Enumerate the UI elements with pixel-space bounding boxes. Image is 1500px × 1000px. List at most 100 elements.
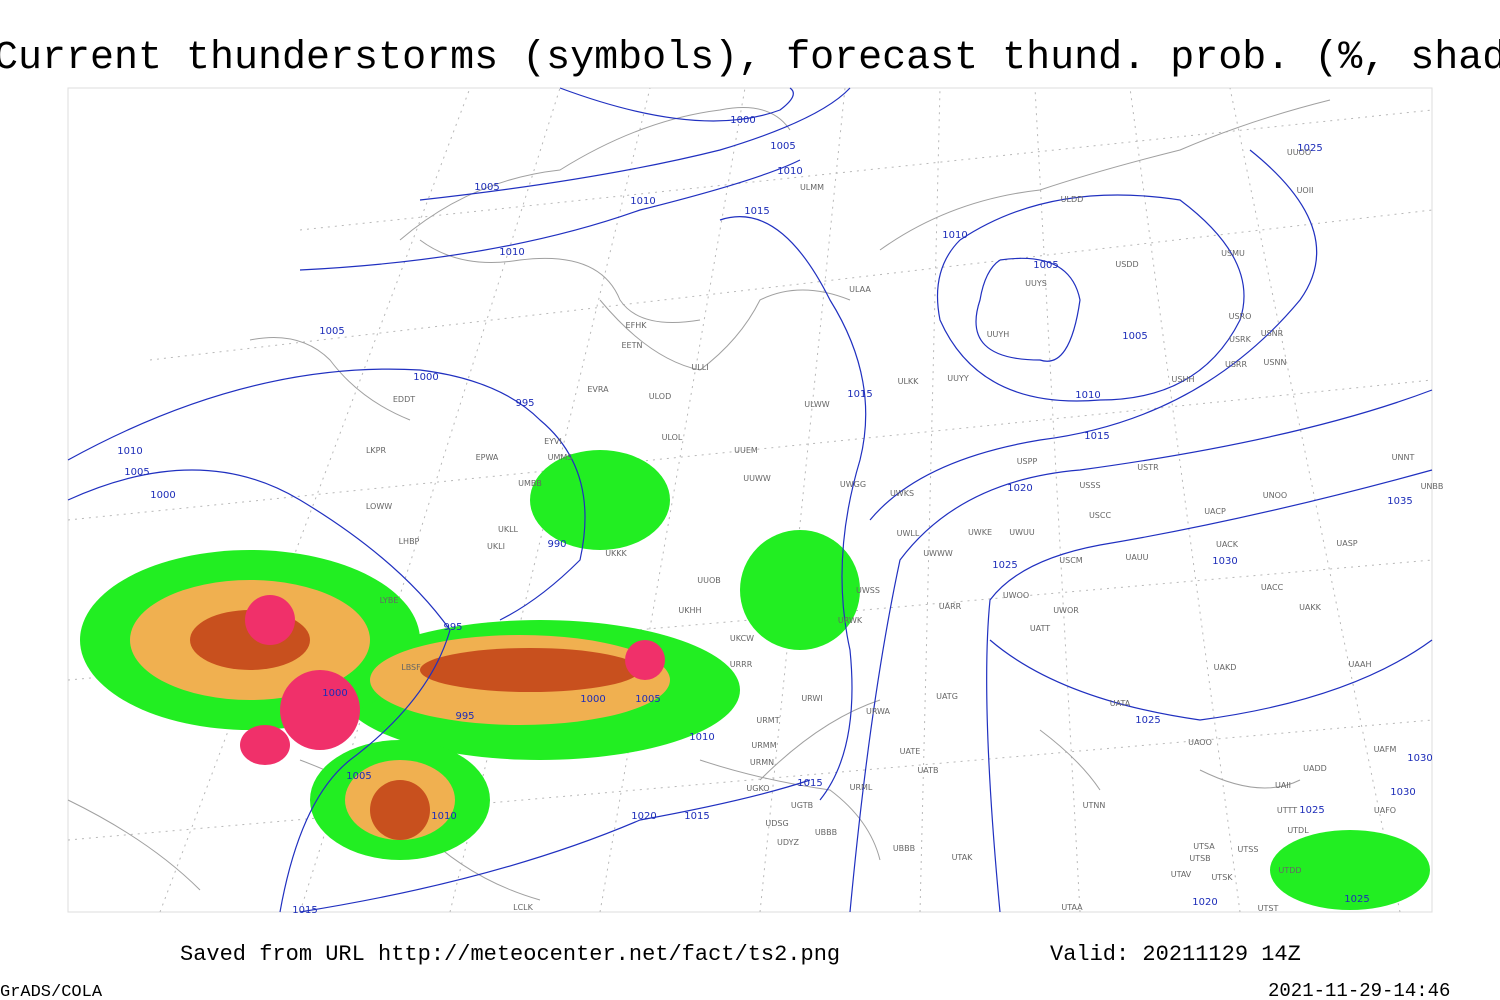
isobar-label: 1010 — [942, 230, 967, 241]
station-label: UDSG — [765, 819, 788, 828]
station-label: LOWW — [366, 502, 392, 511]
isobar-label: 1010 — [689, 732, 714, 743]
station-label: UTSK — [1211, 873, 1233, 882]
station-label: UGKO — [746, 784, 769, 793]
graticule-lines — [67, 87, 1433, 913]
isobar-label: 1005 — [1033, 260, 1058, 271]
station-label: USHH — [1172, 375, 1195, 384]
station-label: UBBB — [893, 844, 915, 853]
isobar-label: 995 — [515, 398, 534, 409]
station-label: UTNN — [1083, 801, 1106, 810]
prob-shade-low — [530, 450, 670, 550]
station-label: USSS — [1079, 481, 1100, 490]
isobar-label: 1020 — [1007, 483, 1032, 494]
station-label: LHBP — [399, 537, 420, 546]
isobar-label: 1005 — [124, 467, 149, 478]
station-label: USRO — [1229, 312, 1252, 321]
station-label: UATG — [936, 692, 958, 701]
isobar-label: 1025 — [1299, 805, 1324, 816]
station-label: UAKD — [1214, 663, 1237, 672]
station-label: URRR — [730, 660, 753, 669]
isobar-label: 1010 — [1075, 390, 1100, 401]
isobar-label: 1005 — [474, 182, 499, 193]
station-label: ULOL — [662, 433, 683, 442]
station-label: UTDD — [1278, 866, 1301, 875]
storm-symbols — [240, 725, 290, 765]
station-label: UWKE — [968, 528, 992, 537]
station-label: URWA — [866, 707, 891, 716]
station-label: UUYH — [987, 330, 1010, 339]
station-label: ULAA — [849, 285, 871, 294]
isobar-label: 1035 — [1387, 496, 1412, 507]
station-label: USRR — [1225, 360, 1247, 369]
isobar-label: 1030 — [1390, 787, 1415, 798]
isobar — [936, 194, 1245, 402]
isobar-label: 1025 — [1135, 715, 1160, 726]
station-label: LKPR — [366, 446, 387, 455]
isobar-label: 1010 — [630, 196, 655, 207]
station-label: UNBB — [1421, 482, 1444, 491]
station-label: EETN — [622, 341, 643, 350]
isobar-label: 995 — [443, 622, 462, 633]
station-label: UKLI — [487, 542, 505, 551]
station-label: UWSS — [856, 586, 880, 595]
station-label: USPP — [1017, 457, 1038, 466]
station-label: UTTT — [1277, 806, 1297, 815]
station-label: URMN — [750, 758, 774, 767]
isobar — [299, 159, 801, 271]
station-label: USMU — [1221, 249, 1245, 258]
isobar-label: 1005 — [319, 326, 344, 337]
isobar — [67, 469, 451, 913]
map-title: Current thunderstorms (symbols), forecas… — [0, 36, 1500, 81]
station-label: ULMM — [800, 183, 824, 192]
isobar — [986, 469, 1433, 913]
station-label: UMMS — [548, 453, 573, 462]
isobar-label: 1020 — [631, 811, 656, 822]
isobar — [299, 779, 811, 913]
station-label: UTAA — [1061, 903, 1083, 912]
isobars — [67, 87, 1433, 913]
isobar-label: 1015 — [292, 905, 317, 916]
station-label: URMM — [751, 741, 776, 750]
station-label: EDDT — [393, 395, 415, 404]
station-label: UTSS — [1238, 845, 1259, 854]
station-label: UKLL — [498, 525, 519, 534]
isobar-label: 1030 — [1407, 753, 1432, 764]
station-label: UBBB — [815, 828, 837, 837]
footer-source: Saved from URL http://meteocenter.net/fa… — [180, 942, 840, 967]
station-label: UUWW — [743, 474, 771, 483]
isobar — [419, 87, 851, 201]
station-label: ULWW — [804, 400, 829, 409]
station-label: LCLK — [513, 903, 534, 912]
station-label: ULLI — [691, 363, 708, 372]
station-label: EPWA — [476, 453, 499, 462]
isobar-label: 995 — [455, 711, 474, 722]
station-label: USCC — [1089, 511, 1112, 520]
station-label: UWWW — [923, 549, 953, 558]
isobar-label: 1000 — [322, 688, 347, 699]
station-label: UATT — [1030, 624, 1050, 633]
station-label: UKCW — [730, 634, 754, 643]
isobar-label: 1000 — [730, 115, 755, 126]
isobar-label: 1000 — [580, 694, 605, 705]
station-label: ULOD — [649, 392, 671, 401]
station-label: UACK — [1216, 540, 1239, 549]
footer-valid: Valid: 20211129 14Z — [1050, 942, 1301, 967]
station-label: UATB — [917, 766, 938, 775]
isobar-label: 1015 — [797, 778, 822, 789]
station-label: USRK — [1229, 335, 1251, 344]
isobar-label: 1010 — [431, 811, 456, 822]
station-label: EFHK — [626, 321, 648, 330]
isobar — [975, 257, 1081, 362]
station-label: UUOB — [697, 576, 721, 585]
prob-shade-high — [370, 780, 430, 840]
station-label: UMBB — [518, 479, 542, 488]
storm-symbols — [625, 640, 665, 680]
prob-shade-low — [740, 530, 860, 650]
isobar-label: 1015 — [1084, 431, 1109, 442]
station-label: UTDL — [1287, 826, 1309, 835]
isobar-label: 1015 — [684, 811, 709, 822]
station-label: UAUU — [1125, 553, 1148, 562]
isobar-label: 1025 — [992, 560, 1017, 571]
station-label: UUYS — [1025, 279, 1047, 288]
